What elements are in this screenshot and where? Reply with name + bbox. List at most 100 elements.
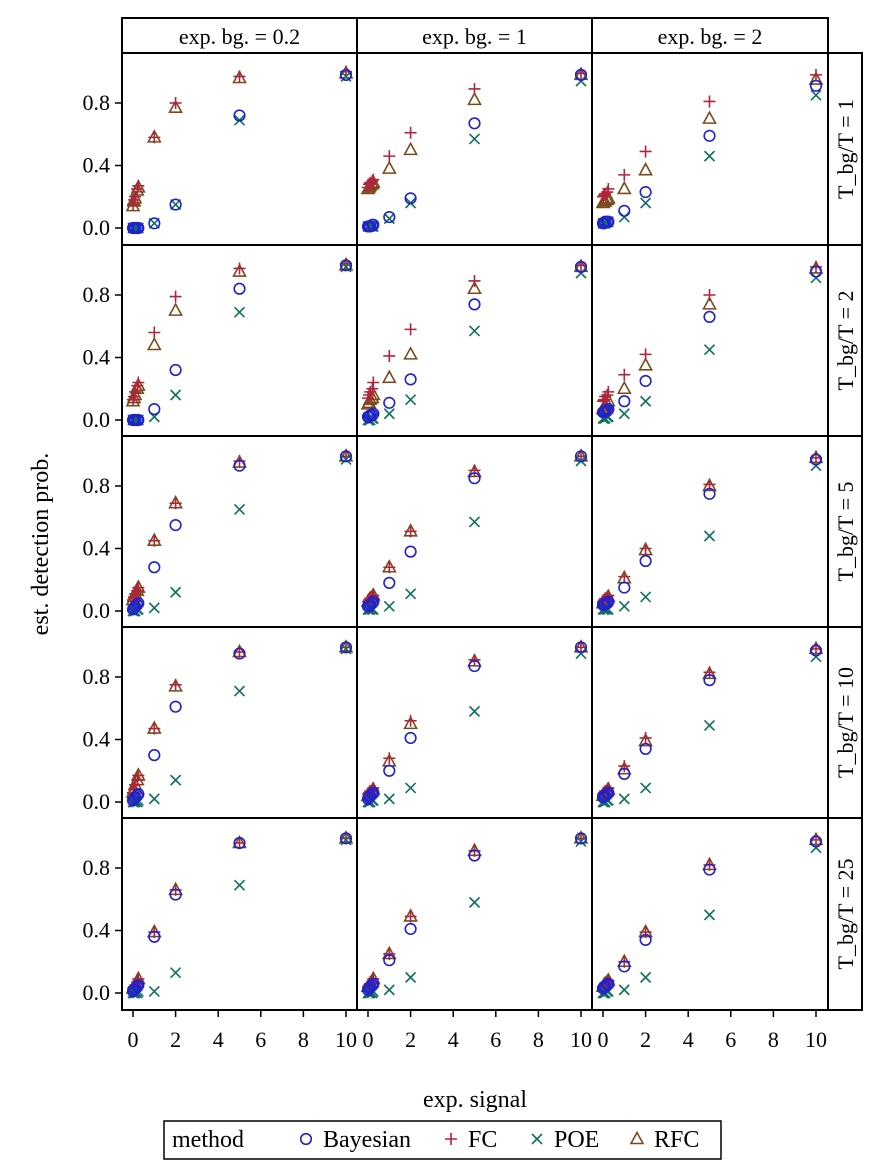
point-poe [618,211,630,223]
point-bayesian [404,731,417,745]
point-bayesian [148,749,161,762]
y-tick-label: 0.8 [83,90,111,115]
point-fc [366,175,379,188]
point-fc [703,289,716,301]
y-tick-label: 0.4 [83,536,111,561]
point-poe [618,793,630,805]
point-fc [131,379,144,392]
point-bayesian [602,402,615,416]
point-bayesian [703,129,716,142]
point-bayesian [169,363,182,377]
point-fc [601,186,614,199]
point-poe [703,719,716,732]
point-bayesian [574,68,588,81]
point-fc [132,179,145,192]
point-poe [170,389,182,401]
point-bayesian [132,979,145,992]
point-bayesian [618,395,631,408]
point-rfc [702,110,717,124]
row-strip-label: T_bg/T = 2 [833,291,858,391]
point-fc [132,769,145,782]
point-poe [468,516,481,528]
point-poe [810,651,822,663]
panel-frame [591,52,829,246]
point-bayesian [367,407,380,420]
point-bayesian [618,960,631,973]
point-poe [703,344,716,356]
point-poe [405,394,417,406]
point-poe [233,879,246,891]
point-rfc [638,357,653,371]
point-fc [383,349,396,362]
legend-entry-fc: FC [445,1127,497,1153]
point-bayesian [602,786,615,799]
point-bayesian [574,832,588,845]
legend-label: Bayesian [323,1127,411,1153]
point-poe [703,909,716,921]
point-bayesian [468,849,481,862]
point-bayesian [468,298,481,311]
point-fc [364,385,377,398]
point-fc [598,189,611,202]
point-bayesian [383,210,396,224]
panel-r2-c1 [121,244,358,437]
y-tick-label: 0.8 [83,664,111,689]
point-poe [233,503,246,516]
point-fc [364,176,377,189]
x-tick-label: 4 [213,1027,224,1052]
point-rfc [616,380,632,395]
point-bayesian [129,982,142,995]
y-tick-label: 0.0 [83,407,111,432]
point-bayesian [148,217,161,230]
point-bayesian [574,450,588,463]
legend-entry-poe: POE [531,1127,599,1153]
point-fc [404,323,417,336]
x-tick-label: 0 [598,1027,609,1052]
legend-entry-bayesian: Bayesian [299,1127,411,1153]
point-bayesian [602,215,615,228]
y-tick-label: 0.4 [83,345,111,370]
row-strip-label: T_bg/T = 1 [833,99,858,199]
point-poe [703,530,716,542]
point-bayesian [339,450,353,463]
y-tick-label: 0.8 [83,282,111,307]
point-rfc [381,160,397,174]
point-bayesian [602,977,615,990]
x-tick-label: 6 [255,1027,266,1052]
point-fc [148,722,161,735]
point-bayesian [618,204,631,217]
point-bayesian [233,282,246,295]
point-rfc [403,346,418,360]
row-strip-label: T_bg/T = 25 [833,859,858,970]
point-fc [383,561,396,574]
panel-frame [121,817,358,1011]
point-poe [468,896,481,908]
point-bayesian [703,487,716,500]
point-bayesian [364,980,377,993]
point-fc [131,584,144,597]
y-tick-label: 0.4 [83,153,111,178]
x-tick-label: 10 [570,1027,592,1052]
point-poe [618,600,630,612]
point-rfc [616,180,632,195]
point-poe [640,782,652,794]
point-poe [810,460,822,472]
point-fc [639,731,652,744]
point-fc [404,126,417,139]
point-poe [575,75,587,87]
point-bayesian [367,977,380,990]
point-fc [639,542,652,555]
point-rfc [146,336,162,351]
point-bayesian [383,576,396,589]
point-fc [169,678,182,691]
point-bayesian [132,788,145,801]
point-bayesian [574,641,588,654]
panel-r1-c1 [121,52,358,246]
x-tick-label: 0 [128,1027,139,1052]
point-fc [618,168,631,181]
point-bayesian [233,109,246,122]
y-tick-label: 0.0 [83,789,111,814]
point-poe [148,602,160,614]
point-poe [810,842,822,854]
point-bayesian [383,396,396,409]
